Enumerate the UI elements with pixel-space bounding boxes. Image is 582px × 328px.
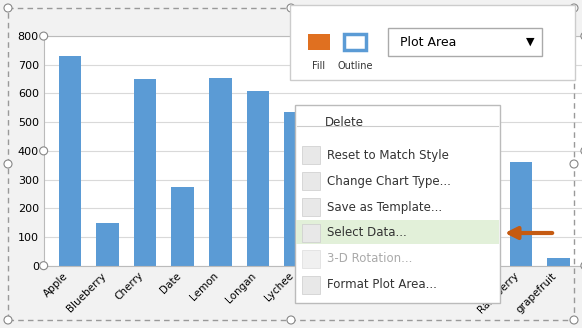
Text: Delete: Delete — [325, 116, 364, 130]
Circle shape — [4, 160, 12, 168]
Bar — [284, 112, 307, 266]
FancyBboxPatch shape — [302, 250, 320, 268]
Circle shape — [310, 262, 318, 270]
FancyBboxPatch shape — [296, 220, 499, 244]
Circle shape — [581, 32, 582, 40]
Bar — [96, 223, 119, 266]
Circle shape — [581, 147, 582, 155]
Text: Select Data...: Select Data... — [327, 227, 407, 239]
Text: ▼: ▼ — [526, 37, 534, 47]
Text: Change Chart Type...: Change Chart Type... — [327, 174, 451, 188]
Circle shape — [570, 160, 578, 168]
Text: Format Plot Area...: Format Plot Area... — [327, 278, 437, 292]
Bar — [172, 187, 194, 266]
FancyBboxPatch shape — [308, 34, 330, 50]
Bar — [322, 215, 345, 266]
Circle shape — [570, 316, 578, 324]
Bar — [547, 258, 570, 266]
FancyBboxPatch shape — [302, 198, 320, 216]
FancyBboxPatch shape — [302, 276, 320, 294]
Circle shape — [310, 32, 318, 40]
Bar — [59, 56, 81, 266]
Circle shape — [581, 262, 582, 270]
Text: Fill: Fill — [313, 61, 325, 71]
FancyArrowPatch shape — [509, 228, 552, 238]
Circle shape — [570, 4, 578, 12]
FancyBboxPatch shape — [302, 146, 320, 164]
Text: 3-D Rotation...: 3-D Rotation... — [327, 253, 413, 265]
Text: Save as Template...: Save as Template... — [327, 200, 442, 214]
Circle shape — [4, 4, 12, 12]
Circle shape — [40, 262, 48, 270]
Bar — [247, 91, 269, 266]
Text: Plot Area: Plot Area — [400, 35, 456, 49]
Circle shape — [287, 316, 295, 324]
Bar — [134, 79, 157, 266]
Text: Outline: Outline — [337, 61, 372, 71]
Circle shape — [287, 4, 295, 12]
FancyBboxPatch shape — [388, 28, 542, 56]
Circle shape — [4, 316, 12, 324]
Bar — [510, 162, 533, 266]
Bar — [209, 78, 232, 266]
Circle shape — [40, 147, 48, 155]
FancyBboxPatch shape — [290, 5, 575, 80]
FancyBboxPatch shape — [295, 105, 500, 303]
Text: Reset to Match Style: Reset to Match Style — [327, 149, 449, 161]
Circle shape — [40, 32, 48, 40]
FancyBboxPatch shape — [302, 172, 320, 190]
FancyBboxPatch shape — [302, 224, 320, 242]
